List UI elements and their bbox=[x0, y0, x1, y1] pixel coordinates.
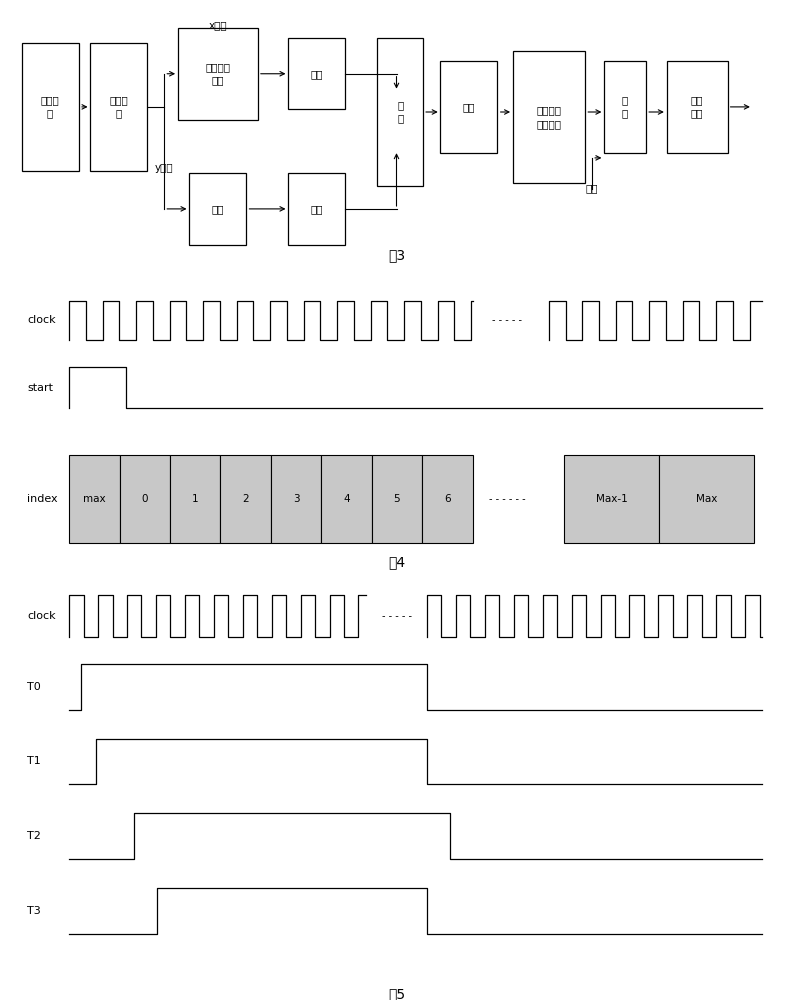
Text: clock: clock bbox=[27, 315, 56, 325]
Text: 1: 1 bbox=[192, 494, 198, 504]
Bar bbox=[120, 455, 170, 543]
Bar bbox=[321, 455, 372, 543]
Bar bbox=[220, 455, 271, 543]
Bar bbox=[372, 455, 422, 543]
Text: max: max bbox=[83, 494, 105, 504]
Text: T3: T3 bbox=[27, 906, 41, 916]
Text: 2: 2 bbox=[243, 494, 249, 504]
Text: 去整取余
移位放大: 去整取余 移位放大 bbox=[536, 105, 561, 129]
Text: - - - - -: - - - - - bbox=[381, 611, 412, 621]
Text: 水平位置
计算: 水平位置 计算 bbox=[205, 62, 230, 85]
Bar bbox=[659, 455, 754, 543]
Text: 图5: 图5 bbox=[388, 987, 405, 1000]
Text: 0: 0 bbox=[142, 494, 148, 504]
Bar bbox=[288, 38, 345, 109]
Bar bbox=[178, 28, 258, 120]
Text: y坐标: y坐标 bbox=[155, 163, 174, 173]
Text: 平方: 平方 bbox=[310, 69, 323, 79]
Text: T0: T0 bbox=[27, 682, 41, 692]
Bar bbox=[422, 455, 473, 543]
Bar bbox=[512, 51, 585, 183]
Text: 图4: 图4 bbox=[388, 555, 405, 569]
Text: index: index bbox=[27, 494, 58, 504]
Text: start: start bbox=[27, 383, 53, 393]
Text: 6: 6 bbox=[444, 494, 450, 504]
Text: T1: T1 bbox=[27, 756, 41, 766]
Bar bbox=[288, 173, 345, 245]
Bar bbox=[189, 173, 246, 245]
Bar bbox=[440, 61, 497, 153]
Bar bbox=[21, 43, 79, 171]
Bar bbox=[377, 38, 423, 186]
Bar bbox=[69, 455, 120, 543]
Text: 坐标检
测: 坐标检 测 bbox=[40, 95, 59, 118]
Bar bbox=[271, 455, 321, 543]
Text: 波长: 波长 bbox=[586, 184, 599, 194]
Text: T2: T2 bbox=[27, 831, 41, 841]
Bar bbox=[90, 43, 147, 171]
Text: 量化
输出: 量化 输出 bbox=[691, 95, 703, 118]
Bar bbox=[667, 61, 728, 153]
Text: 开方: 开方 bbox=[462, 102, 475, 112]
Bar bbox=[564, 455, 659, 543]
Text: - - - - -: - - - - - bbox=[492, 315, 522, 325]
Text: - - - - - -: - - - - - - bbox=[488, 494, 525, 504]
Text: x坐标: x坐标 bbox=[209, 20, 227, 30]
Text: 图3: 图3 bbox=[388, 248, 405, 262]
Text: 5: 5 bbox=[393, 494, 400, 504]
Text: Max-1: Max-1 bbox=[596, 494, 627, 504]
Text: 计数控
制: 计数控 制 bbox=[109, 95, 128, 118]
Bar bbox=[604, 61, 646, 153]
Text: 3: 3 bbox=[293, 494, 300, 504]
Text: 除
法: 除 法 bbox=[622, 95, 628, 118]
Text: Max: Max bbox=[696, 494, 718, 504]
Text: 4: 4 bbox=[343, 494, 350, 504]
Text: clock: clock bbox=[27, 611, 56, 621]
Text: 平方: 平方 bbox=[212, 204, 224, 214]
Text: 平方: 平方 bbox=[310, 204, 323, 214]
Text: 求
和: 求 和 bbox=[397, 100, 404, 124]
Bar bbox=[170, 455, 220, 543]
